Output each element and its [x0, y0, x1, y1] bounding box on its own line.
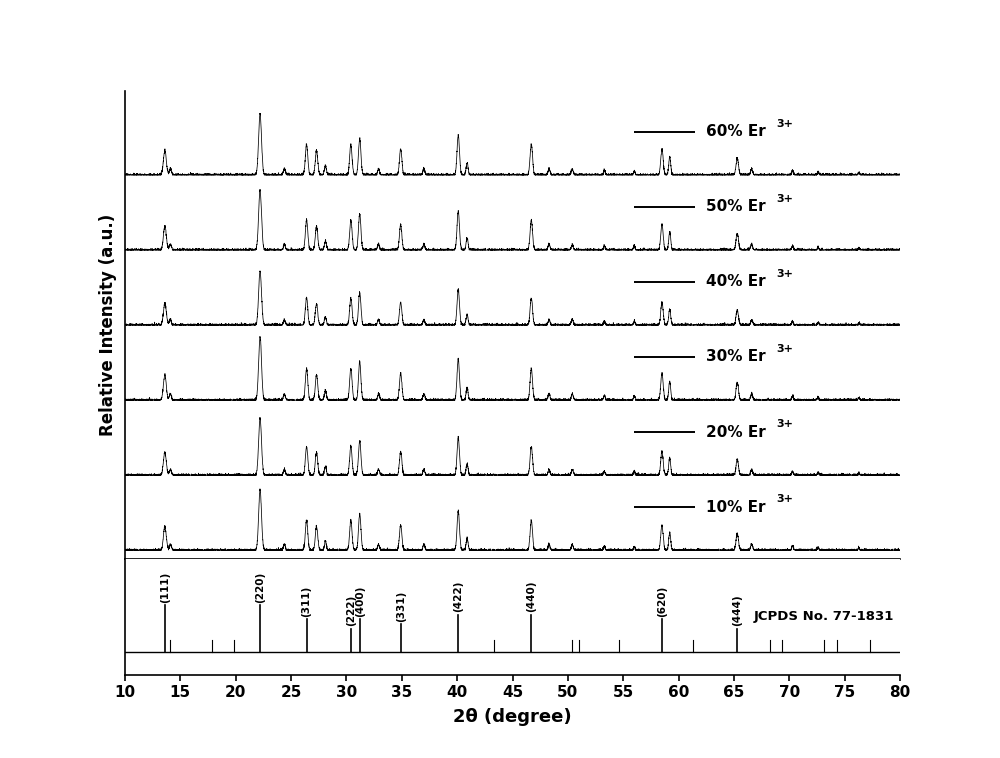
- Text: JCPDS No. 77-1831: JCPDS No. 77-1831: [754, 610, 894, 623]
- Text: 60% Er: 60% Er: [706, 124, 766, 139]
- Text: (400): (400): [355, 586, 365, 617]
- Text: 10% Er: 10% Er: [706, 500, 766, 515]
- Text: 20% Er: 20% Er: [706, 424, 766, 440]
- Text: 3+: 3+: [776, 194, 793, 204]
- Text: (331): (331): [396, 590, 406, 622]
- Text: 30% Er: 30% Er: [706, 349, 766, 365]
- Text: (620): (620): [657, 586, 667, 617]
- Text: (444): (444): [732, 594, 742, 626]
- Text: 3+: 3+: [776, 419, 793, 429]
- Text: (220): (220): [255, 572, 265, 603]
- Text: 3+: 3+: [776, 269, 793, 279]
- Text: 50% Er: 50% Er: [706, 199, 766, 215]
- Text: (440): (440): [526, 581, 536, 612]
- Text: (222): (222): [346, 595, 356, 626]
- Text: (311): (311): [302, 586, 312, 617]
- X-axis label: 2θ (degree): 2θ (degree): [453, 709, 572, 726]
- Text: (111): (111): [160, 572, 170, 603]
- Text: 3+: 3+: [776, 494, 793, 504]
- Text: (422): (422): [453, 581, 463, 612]
- Text: 40% Er: 40% Er: [706, 274, 766, 290]
- Text: 3+: 3+: [776, 344, 793, 354]
- Y-axis label: Relative Intensity (a.u.): Relative Intensity (a.u.): [99, 214, 117, 437]
- Text: 3+: 3+: [776, 119, 793, 129]
